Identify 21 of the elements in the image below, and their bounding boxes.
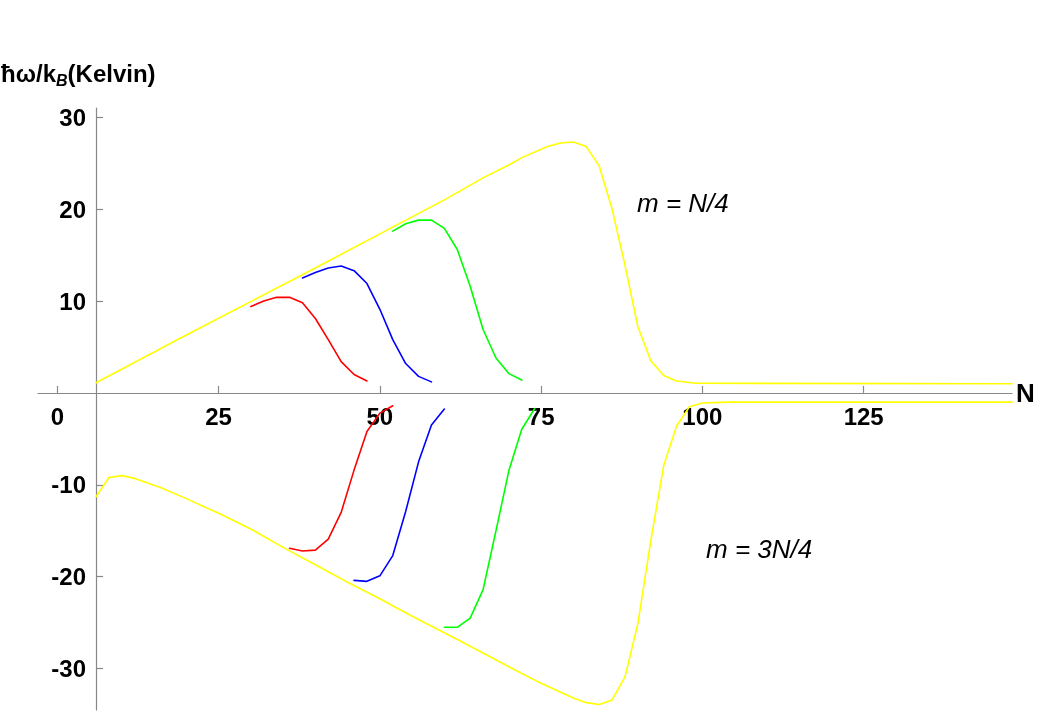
line-series <box>95 141 1013 385</box>
line-series <box>301 265 433 383</box>
line-series <box>250 296 368 382</box>
y-tick-label: -20 <box>51 563 87 591</box>
y-tick-label: 20 <box>59 195 87 223</box>
x-tick-label: 0 <box>50 403 65 431</box>
x-tick-label: 25 <box>205 403 232 431</box>
x-axis-title: N <box>1016 377 1035 408</box>
y-tick-label: 30 <box>59 103 87 131</box>
x-tick-label: 100 <box>682 403 723 431</box>
x-tick-label: 75 <box>527 403 555 431</box>
line-series <box>95 401 1013 706</box>
line-series <box>288 404 394 552</box>
y-tick-label: 10 <box>59 287 87 315</box>
x-tick-label: 125 <box>843 403 884 431</box>
y-tick-label: -10 <box>51 471 87 499</box>
annotation: m = N/4 <box>637 188 729 218</box>
line-series <box>391 219 523 381</box>
line-series <box>353 408 446 583</box>
annotation: m = 3N/4 <box>706 534 813 564</box>
y-tick-label: -30 <box>51 655 87 683</box>
